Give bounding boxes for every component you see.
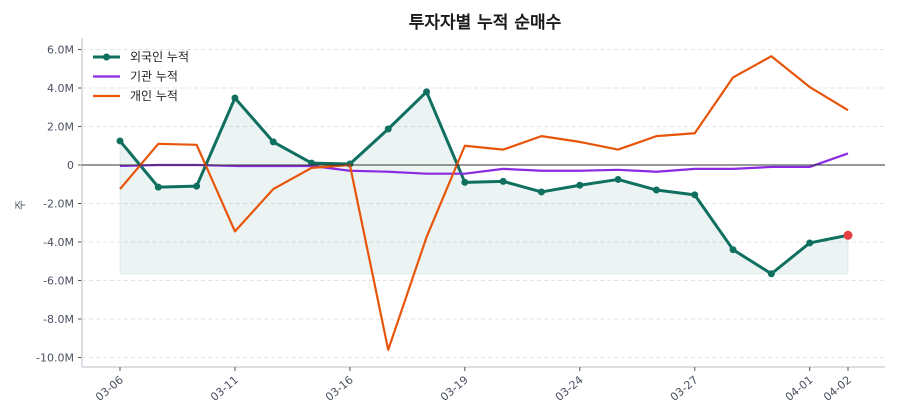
data-point xyxy=(576,181,584,189)
x-tick-label: 04-02 xyxy=(821,373,854,404)
y-tick-label: -4.0M xyxy=(43,236,74,249)
data-point xyxy=(652,186,660,194)
x-tick-label: 03-27 xyxy=(668,373,701,404)
y-tick-label: 2.0M xyxy=(47,121,74,134)
x-tick-label: 03-06 xyxy=(93,373,126,404)
series-line xyxy=(119,152,849,175)
x-tick-label: 04-01 xyxy=(783,373,816,404)
last-point-marker xyxy=(843,230,853,240)
data-point xyxy=(691,191,699,199)
x-tick-label: 03-16 xyxy=(323,373,356,404)
x-tick-label: 03-24 xyxy=(553,373,586,404)
y-tick-label: 6.0M xyxy=(47,44,74,57)
y-tick-label: 0 xyxy=(67,159,74,172)
data-point xyxy=(461,178,469,186)
data-point xyxy=(269,138,277,146)
data-point xyxy=(193,182,201,190)
y-tick-label: 4.0M xyxy=(47,82,74,95)
data-point xyxy=(806,239,814,247)
y-tick-label: -8.0M xyxy=(43,313,74,326)
legend-label: 기관 누적 xyxy=(130,70,178,84)
chart-title: 투자자별 누적 순매수 xyxy=(409,13,562,33)
y-axis-label: 주 xyxy=(14,200,27,210)
series-line xyxy=(119,55,849,351)
series-line xyxy=(118,90,849,276)
legend-marker xyxy=(103,53,110,61)
legend-label: 개인 누적 xyxy=(130,89,178,103)
y-tick-label: -6.0M xyxy=(43,275,74,288)
data-point xyxy=(537,188,545,196)
data-point xyxy=(499,177,507,185)
data-point xyxy=(729,246,737,254)
data-point xyxy=(154,183,162,191)
y-tick-label: -2.0M xyxy=(43,198,74,211)
data-point xyxy=(116,137,124,145)
y-tick-label: -10.0M xyxy=(36,352,74,365)
x-tick-label: 03-11 xyxy=(208,373,241,404)
data-point xyxy=(423,88,431,96)
data-point xyxy=(384,125,392,133)
x-tick-label: 03-19 xyxy=(438,373,471,404)
legend-label: 외국인 누적 xyxy=(130,50,189,64)
data-point xyxy=(614,175,622,183)
data-point xyxy=(231,94,239,102)
data-point xyxy=(767,270,775,278)
